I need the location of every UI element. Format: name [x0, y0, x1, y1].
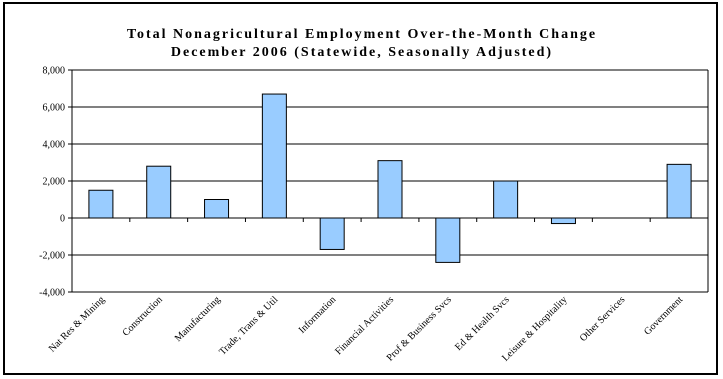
category-label: Ed & Health Svcs	[453, 294, 512, 353]
y-tick-label: 6,000	[43, 103, 66, 114]
y-axis-tick-labels: 8,000 6,000 4,000 2,000 0 -2,000 -4,000	[39, 66, 65, 299]
bar	[319, 217, 345, 250]
category-label: Trade, Trans & Util	[217, 294, 280, 357]
bar	[88, 189, 114, 219]
bar	[377, 160, 403, 219]
bar	[261, 93, 287, 219]
chart-subtitle: December 2006 (Statewide, Seasonally Adj…	[171, 45, 553, 60]
category-label: Financial Activities	[333, 294, 396, 357]
category-label: Construction	[121, 294, 165, 338]
category-label: Prof & Business Svcs	[385, 294, 454, 363]
y-tick-label: 0	[60, 214, 65, 225]
bar	[204, 199, 230, 219]
category-label: Information	[297, 294, 339, 336]
chart-frame: Total Nonagricultural Employment Over-th…	[3, 2, 718, 375]
bar	[493, 180, 519, 219]
bar	[435, 217, 461, 263]
category-label: Nat Res & Mining	[47, 294, 107, 354]
bar-chart: Total Nonagricultural Employment Over-th…	[39, 27, 709, 364]
bar	[666, 163, 692, 219]
bar	[550, 217, 576, 225]
y-tick-label: 4,000	[43, 140, 66, 151]
bar	[146, 165, 172, 219]
category-label: Government	[642, 294, 685, 337]
y-tick-label: 2,000	[43, 177, 66, 188]
y-tick-label: -2,000	[39, 251, 65, 262]
category-label: Other Services	[578, 294, 628, 344]
x-axis-category-labels: Nat Res & Mining Construction Manufacturin…	[47, 294, 686, 364]
bars	[88, 93, 692, 263]
y-tick-label: -4,000	[39, 288, 65, 299]
chart-title: Total Nonagricultural Employment Over-th…	[127, 27, 597, 42]
category-label: Manufacturing	[173, 294, 223, 344]
axes	[68, 69, 709, 293]
y-tick-label: 8,000	[43, 66, 66, 77]
category-label: Leisure & Hospitality	[500, 294, 569, 363]
